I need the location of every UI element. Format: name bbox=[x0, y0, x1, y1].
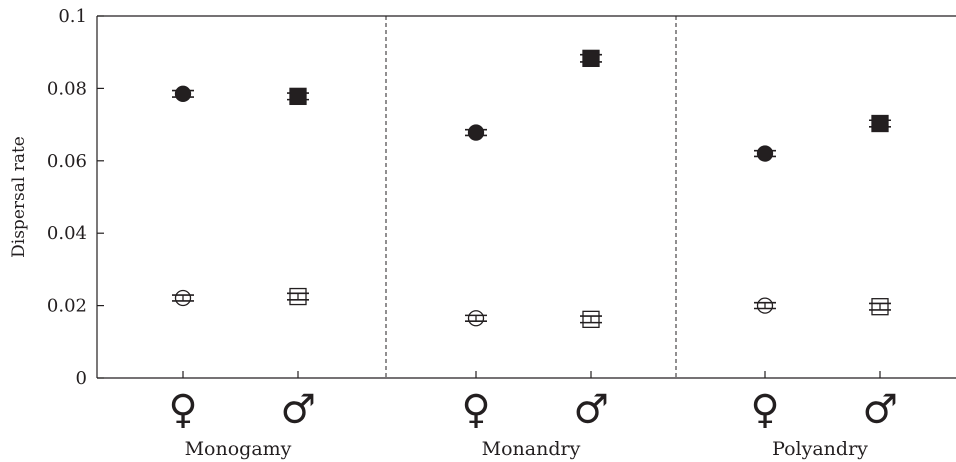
female-symbol-label: ♀ bbox=[750, 387, 779, 433]
data-point-open-square bbox=[869, 298, 891, 316]
plot-frame bbox=[96, 15, 956, 379]
male-symbol-label: ♂ bbox=[280, 387, 316, 433]
data-point-open-circle bbox=[172, 289, 194, 307]
y-tick-label: 0 bbox=[76, 368, 87, 389]
x-axis: ♀ ♂ Monogamy ♀ ♂ Monandry ♀ ♂ Polyandry bbox=[168, 371, 898, 460]
data-marker-square bbox=[582, 310, 600, 329]
y-axis: 0 0.02 0.04 0.06 0.08 0.1 bbox=[47, 6, 104, 389]
female-symbol-label: ♀ bbox=[168, 387, 197, 433]
y-axis-title: Dispersal rate bbox=[9, 136, 29, 258]
data-marker-square bbox=[582, 49, 600, 68]
y-tick-label: 0.08 bbox=[47, 78, 87, 99]
data-marker-circle bbox=[467, 310, 485, 327]
y-tick-label: 0.04 bbox=[47, 223, 87, 244]
group-label-polyandry: Polyandry bbox=[772, 438, 868, 460]
data-marker-circle bbox=[467, 124, 485, 141]
y-tick-label: 0.02 bbox=[47, 296, 87, 317]
data-marker-circle bbox=[174, 85, 192, 102]
data-point-filled-square bbox=[869, 114, 891, 133]
male-symbol-label: ♂ bbox=[862, 387, 898, 433]
y-tick-label: 0.06 bbox=[47, 151, 87, 172]
data-point-filled-circle bbox=[172, 85, 194, 102]
data-marker-circle bbox=[756, 145, 774, 162]
data-point-open-square bbox=[580, 310, 602, 329]
group-label-monogamy: Monogamy bbox=[185, 438, 292, 460]
data-marker-circle bbox=[756, 297, 774, 314]
female-symbol-label: ♀ bbox=[461, 387, 490, 433]
group-label-monandry: Monandry bbox=[482, 438, 581, 460]
data-marker-square bbox=[871, 298, 889, 316]
data-point-filled-square bbox=[287, 87, 309, 106]
data-marker-square bbox=[871, 114, 889, 133]
data-point-open-circle bbox=[754, 297, 776, 314]
data-marker-circle bbox=[174, 289, 192, 307]
male-symbol-label: ♂ bbox=[573, 387, 609, 433]
data-point-filled-circle bbox=[754, 145, 776, 162]
data-point-open-circle bbox=[465, 310, 487, 327]
y-tick-label: 0.1 bbox=[58, 6, 87, 27]
data-point-filled-circle bbox=[465, 124, 487, 141]
data-point-open-square bbox=[287, 287, 309, 306]
data-marker-square bbox=[289, 287, 307, 306]
data-marker-square bbox=[289, 87, 307, 106]
data-point-filled-square bbox=[580, 49, 602, 68]
data-marks bbox=[172, 49, 891, 329]
